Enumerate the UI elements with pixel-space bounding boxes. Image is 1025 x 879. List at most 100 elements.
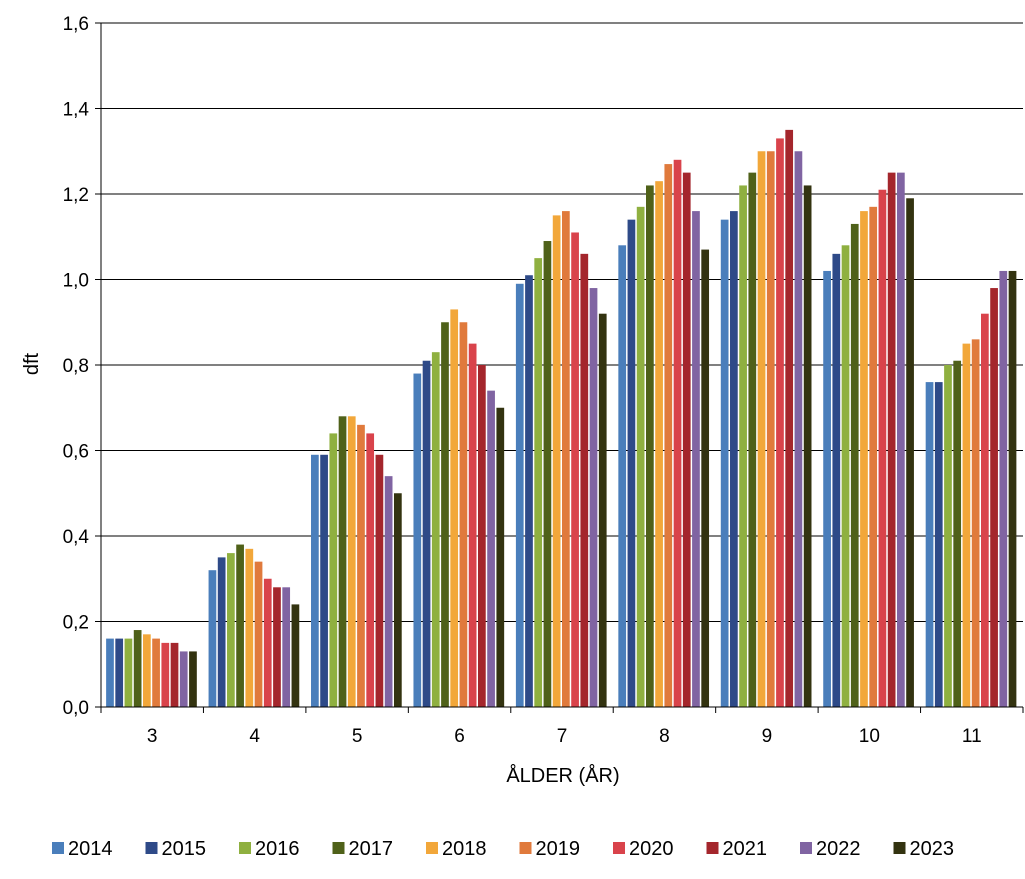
bar-2015-10 <box>832 253 841 707</box>
legend: 2014 2015 2016 2017 2018 2019 2020 2021 2022 2023 <box>52 838 954 860</box>
x-tick-label: 11 <box>962 726 982 747</box>
bar-2014-3 <box>106 638 114 707</box>
bar-2021-6 <box>478 365 486 707</box>
bar-2018-10 <box>860 211 868 707</box>
y-axis-title: dft <box>21 352 43 375</box>
bar-2014-7 <box>515 283 524 707</box>
bar-2016-9 <box>739 185 747 707</box>
bar-2016-6 <box>431 352 440 707</box>
legend-label: 2023 <box>910 838 955 860</box>
bar-2022-6 <box>487 390 495 707</box>
legend-label: 2019 <box>536 838 581 860</box>
bar-2019-6 <box>459 322 468 707</box>
bar-2022-3 <box>179 651 188 707</box>
bar-2019-7 <box>562 211 570 707</box>
bar-2018-4 <box>245 548 254 707</box>
bar-2017-6 <box>441 322 449 707</box>
x-tick-label: 4 <box>249 726 260 747</box>
legend-label: 2021 <box>723 838 768 860</box>
bar-2015-11 <box>934 382 943 707</box>
bar-2018-7 <box>552 215 561 707</box>
legend-swatch-2020 <box>613 842 625 854</box>
bar-2021-7 <box>580 253 589 707</box>
bar-2017-4 <box>236 544 244 707</box>
bar-2015-9 <box>730 211 738 707</box>
bar-2014-11 <box>925 382 934 707</box>
y-tick-label: 1,4 <box>63 100 90 121</box>
bar-2017-9 <box>748 172 757 708</box>
bar-2016-10 <box>841 245 850 708</box>
legend-label: 2017 <box>349 838 394 860</box>
bar-2017-11 <box>953 360 962 707</box>
y-tick-label: 0,4 <box>63 527 90 548</box>
legend-swatch-2015 <box>145 842 158 854</box>
bar-2023-10 <box>906 198 914 707</box>
bar-2015-6 <box>422 360 431 707</box>
y-tick-label: 1,2 <box>63 185 89 206</box>
legend-swatch-2022 <box>800 842 812 854</box>
legend-label: 2014 <box>68 838 113 860</box>
bar-2017-3 <box>133 630 142 707</box>
bar-2019-9 <box>766 151 775 707</box>
bar-2014-6 <box>413 373 422 707</box>
bar-2016-8 <box>636 206 645 707</box>
legend-swatch-2019 <box>519 842 532 854</box>
legend-label: 2016 <box>255 838 300 860</box>
bar-2015-5 <box>320 454 328 707</box>
bar-2014-10 <box>823 270 831 707</box>
y-tick-label: 0,6 <box>63 442 89 463</box>
bar-2021-4 <box>273 587 281 707</box>
bar-2017-7 <box>543 241 552 707</box>
bar-2015-4 <box>217 557 226 708</box>
bar-2017-10 <box>850 223 859 707</box>
bar-2023-6 <box>496 407 505 707</box>
y-tick-label: 1,0 <box>63 271 89 292</box>
bar-2019-5 <box>357 424 365 707</box>
bar-2020-7 <box>571 232 579 708</box>
y-tick-label: 1,6 <box>63 14 89 35</box>
bar-2020-3 <box>161 642 170 708</box>
legend-swatch-2017 <box>332 842 345 854</box>
bar-2018-5 <box>347 416 356 707</box>
bar-2016-7 <box>534 258 543 708</box>
legend-swatch-2018 <box>426 842 438 854</box>
bar-2020-6 <box>468 343 477 708</box>
legend-swatch-2016 <box>239 842 251 854</box>
legend-swatch-2021 <box>706 842 719 854</box>
x-tick-label: 10 <box>859 726 880 747</box>
bar-2023-8 <box>701 249 710 707</box>
bar-2023-7 <box>598 313 607 707</box>
bar-2021-11 <box>990 288 998 707</box>
bar-2020-8 <box>673 159 682 708</box>
x-axis-title: ÅLDER (ÅR) <box>506 764 619 787</box>
bar-2014-4 <box>208 570 217 707</box>
bar-2017-8 <box>646 185 654 707</box>
bar-2020-5 <box>366 433 375 707</box>
bar-2017-5 <box>338 416 347 707</box>
bar-2015-7 <box>525 275 533 707</box>
bar-2021-9 <box>785 129 794 708</box>
y-tick-label: 0,8 <box>63 356 89 377</box>
legend-label: 2022 <box>816 838 861 860</box>
bar-2018-11 <box>962 343 971 708</box>
bar-2015-3 <box>115 638 124 707</box>
bar-2020-10 <box>878 189 887 708</box>
bar-2021-8 <box>682 172 691 708</box>
legend-swatch-2014 <box>52 842 64 854</box>
bar-2022-10 <box>896 172 905 708</box>
bar-2020-4 <box>263 578 272 707</box>
bar-2014-8 <box>618 245 627 708</box>
y-tick-label: 0,0 <box>63 698 89 719</box>
bar-2023-3 <box>189 651 197 707</box>
bar-2016-4 <box>227 553 235 707</box>
bar-2023-5 <box>393 493 402 707</box>
x-tick-label: 6 <box>454 726 465 747</box>
bar-2020-9 <box>776 138 784 708</box>
bar-2015-8 <box>627 219 636 707</box>
bar-2022-8 <box>692 211 700 707</box>
x-tick-label: 9 <box>762 726 773 747</box>
bar-2021-3 <box>170 642 179 708</box>
bar-2022-7 <box>589 288 598 707</box>
legend-label: 2020 <box>629 838 674 860</box>
x-tick-label: 3 <box>147 726 158 747</box>
